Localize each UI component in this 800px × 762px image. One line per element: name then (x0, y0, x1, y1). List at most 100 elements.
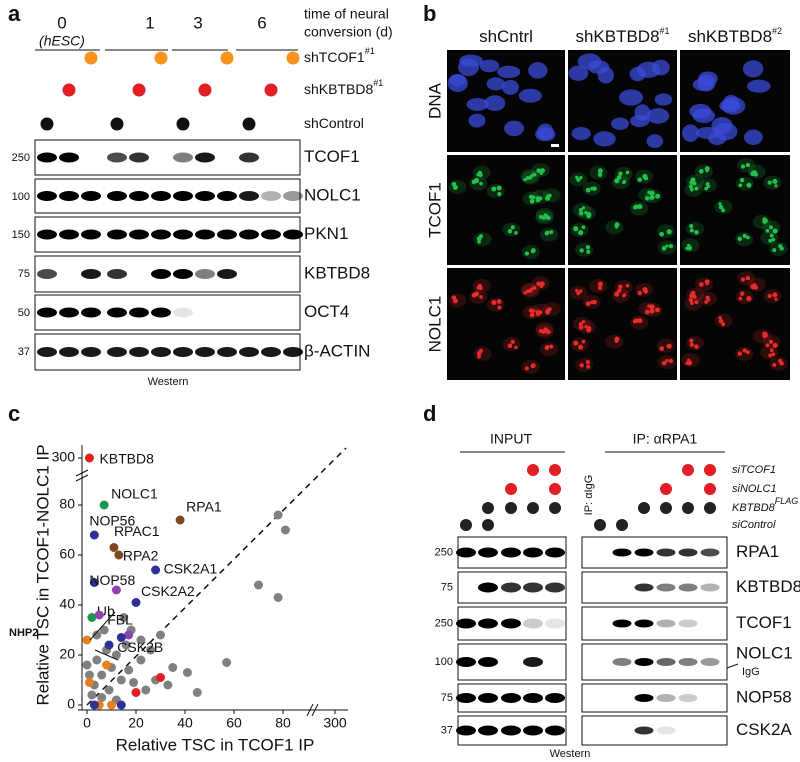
cell-glow (614, 280, 633, 295)
speckle (650, 195, 655, 200)
speckle (539, 171, 544, 175)
mw-marker: 250 (435, 546, 453, 558)
point (89, 578, 99, 587)
nucleus (568, 65, 589, 81)
cell-glow (542, 188, 561, 203)
blot-band (59, 347, 79, 357)
speckle (637, 204, 643, 210)
speckle (694, 344, 699, 349)
blot-band (107, 191, 127, 201)
hesc-label: (hESC) (39, 33, 85, 49)
speckle (543, 328, 549, 334)
row-label: TCOF1 (425, 182, 444, 238)
y-tick-label: 20 (59, 646, 75, 662)
point (87, 690, 97, 700)
row-label: DNA (425, 82, 444, 119)
cell-glow (473, 346, 492, 361)
point (92, 655, 102, 665)
speckle (665, 359, 669, 363)
protein-label: NOP58 (736, 687, 792, 706)
nucleus (484, 95, 506, 111)
y-axis-label: Relative TSC in TCOF1-NOLC1 IP (33, 444, 52, 705)
condition-label: shTCOF1#1 (304, 46, 375, 64)
blot-band (217, 191, 237, 201)
blot-band (129, 307, 149, 318)
group-label: INPUT (490, 431, 532, 447)
speckle (586, 327, 592, 333)
cell-glow (735, 176, 754, 191)
blot-band (173, 307, 193, 318)
speckle (592, 186, 597, 191)
point (82, 635, 92, 645)
point-label: RPA2 (123, 548, 159, 564)
speckle (779, 246, 784, 251)
condition-dot (704, 464, 716, 476)
point (124, 630, 134, 640)
nucleus (747, 79, 771, 93)
speckle (451, 295, 457, 300)
condition-dot (549, 502, 561, 514)
micrograph (447, 268, 565, 380)
speckle (536, 168, 541, 173)
speckle (524, 366, 529, 371)
speckle (496, 299, 502, 304)
speckle (579, 289, 583, 293)
blot-band (612, 548, 632, 557)
blot-band (456, 725, 476, 736)
point-label: RPA1 (186, 499, 222, 515)
speckle (694, 300, 699, 305)
nucleus (535, 127, 556, 142)
speckle (740, 164, 746, 169)
cell-glow (735, 232, 754, 247)
x-tick-label: 20 (128, 715, 144, 731)
cell-glow (760, 345, 779, 360)
time-label: time of neural (304, 6, 389, 22)
speckle (698, 168, 704, 174)
scale-bar (551, 144, 559, 147)
nucleus (497, 65, 521, 79)
point-label: FBL (107, 612, 133, 628)
point (94, 610, 104, 620)
blot-band (81, 269, 101, 279)
speckle (529, 198, 535, 204)
blot-band (678, 658, 698, 666)
point (129, 678, 139, 687)
point (99, 500, 109, 510)
speckle (737, 351, 742, 356)
speckle (740, 277, 746, 282)
speckle (655, 307, 661, 313)
speckle (581, 206, 586, 210)
speckle (686, 360, 693, 366)
blot-band (545, 618, 565, 629)
condition-dot (110, 117, 124, 131)
panel-letter: d (423, 401, 436, 426)
speckle (738, 183, 743, 188)
speckle (768, 339, 774, 344)
blot-band (173, 269, 193, 279)
speckle (545, 345, 550, 349)
nucleus (593, 131, 616, 147)
speckle (721, 208, 726, 213)
point (97, 693, 107, 702)
speckle (767, 293, 772, 299)
speckle (478, 234, 484, 239)
panel-letter: b (423, 1, 436, 26)
speckle (772, 363, 777, 367)
point (107, 700, 116, 710)
blot-band (656, 694, 676, 702)
nucleus (571, 126, 591, 141)
speckle (597, 285, 603, 291)
blot-band (634, 548, 654, 557)
cell-glow (735, 289, 754, 304)
leader (89, 611, 116, 641)
speckle (694, 186, 699, 191)
point (104, 640, 114, 650)
speckle (477, 240, 481, 244)
condition-dot (505, 483, 517, 495)
x-axis-label: Relative TSC in TCOF1 IP (116, 735, 315, 754)
blot-band (217, 229, 237, 240)
cell-glow (760, 230, 779, 245)
point (175, 515, 185, 525)
blot-frame (581, 683, 728, 713)
nucleus (504, 120, 524, 137)
